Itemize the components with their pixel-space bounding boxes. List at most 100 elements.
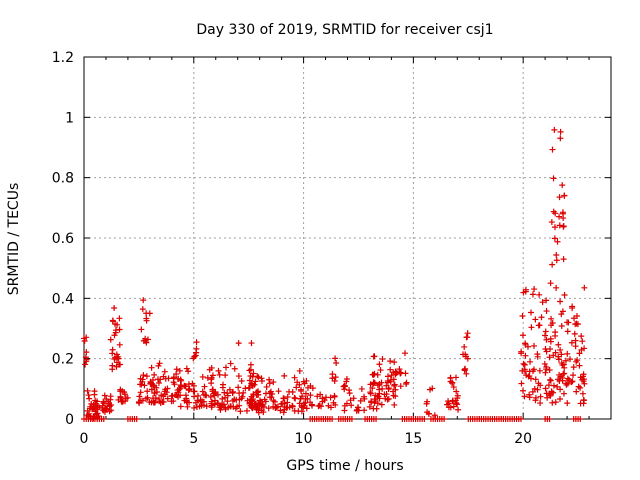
data-point <box>560 223 567 230</box>
data-point <box>252 378 259 385</box>
data-point <box>464 355 471 362</box>
data-point <box>100 399 107 406</box>
data-point <box>144 336 151 343</box>
data-point <box>116 341 123 348</box>
data-point <box>556 396 563 403</box>
data-point <box>164 385 171 392</box>
data-point <box>253 406 260 413</box>
data-point <box>554 376 561 383</box>
data-point <box>199 398 206 405</box>
data-point <box>561 364 568 371</box>
data-point <box>256 397 263 404</box>
data-point <box>185 381 192 388</box>
y-tick-label: 1 <box>65 110 74 126</box>
data-point <box>171 374 178 381</box>
data-point <box>238 377 245 384</box>
data-point <box>453 388 460 395</box>
data-point <box>449 398 456 405</box>
data-point <box>222 364 229 371</box>
data-point <box>214 391 221 398</box>
data-point <box>554 238 561 245</box>
data-point <box>463 334 470 341</box>
data-point <box>536 322 543 329</box>
data-point <box>161 368 168 375</box>
data-point <box>542 328 549 335</box>
data-point <box>138 326 145 333</box>
data-point <box>340 383 347 390</box>
data-point <box>148 364 155 371</box>
data-point <box>554 383 561 390</box>
data-point <box>277 407 284 414</box>
data-point <box>526 391 533 398</box>
data-point <box>111 332 118 339</box>
data-point <box>143 315 150 322</box>
data-point <box>572 337 579 344</box>
data-point <box>387 358 394 365</box>
data-point <box>116 315 123 322</box>
x-tick-label: 10 <box>295 431 313 447</box>
data-point <box>168 398 175 405</box>
data-point <box>535 380 542 387</box>
data-point <box>441 416 448 422</box>
data-point <box>247 396 254 403</box>
data-point <box>357 397 364 404</box>
data-point <box>520 289 527 296</box>
data-point <box>523 372 530 379</box>
data-point <box>157 399 164 406</box>
data-point <box>463 370 470 377</box>
data-point <box>534 351 541 358</box>
data-point <box>550 175 557 182</box>
data-point <box>272 405 279 412</box>
data-point <box>561 192 568 199</box>
data-point <box>526 372 533 379</box>
data-point <box>370 379 377 386</box>
data-point <box>160 398 167 405</box>
data-point <box>191 393 198 400</box>
data-point <box>185 368 192 375</box>
data-point <box>455 406 462 413</box>
data-point <box>133 416 140 422</box>
data-point <box>216 371 223 378</box>
data-point <box>176 367 183 374</box>
data-point <box>460 351 467 358</box>
data-point <box>553 257 560 264</box>
data-point <box>226 386 233 393</box>
data-point <box>384 396 391 403</box>
data-point <box>518 380 525 387</box>
data-point <box>267 388 274 395</box>
data-point <box>89 404 96 411</box>
data-point <box>519 332 526 339</box>
data-point <box>100 416 107 422</box>
data-point <box>177 403 184 410</box>
data-point <box>571 330 578 337</box>
data-point <box>524 343 531 350</box>
data-point <box>580 378 587 385</box>
data-point <box>84 387 91 394</box>
data-point <box>107 396 114 403</box>
data-point <box>242 385 249 392</box>
data-point <box>549 399 556 406</box>
data-point <box>569 305 576 312</box>
data-point <box>154 376 161 383</box>
data-point <box>86 395 93 402</box>
data-point <box>284 393 291 400</box>
data-point <box>549 261 556 268</box>
data-point <box>521 361 528 368</box>
data-point <box>546 346 553 353</box>
data-point <box>581 284 588 291</box>
data-point <box>307 392 314 399</box>
data-point <box>143 373 150 380</box>
data-point <box>248 340 255 347</box>
data-point <box>247 361 254 368</box>
data-point <box>103 396 110 403</box>
data-point <box>279 400 286 407</box>
data-point <box>253 389 260 396</box>
data-point <box>577 400 584 407</box>
data-point <box>555 356 562 363</box>
data-point <box>115 396 122 403</box>
data-point <box>367 381 374 388</box>
data-point <box>208 402 215 409</box>
data-point <box>381 391 388 398</box>
data-point <box>391 381 398 388</box>
